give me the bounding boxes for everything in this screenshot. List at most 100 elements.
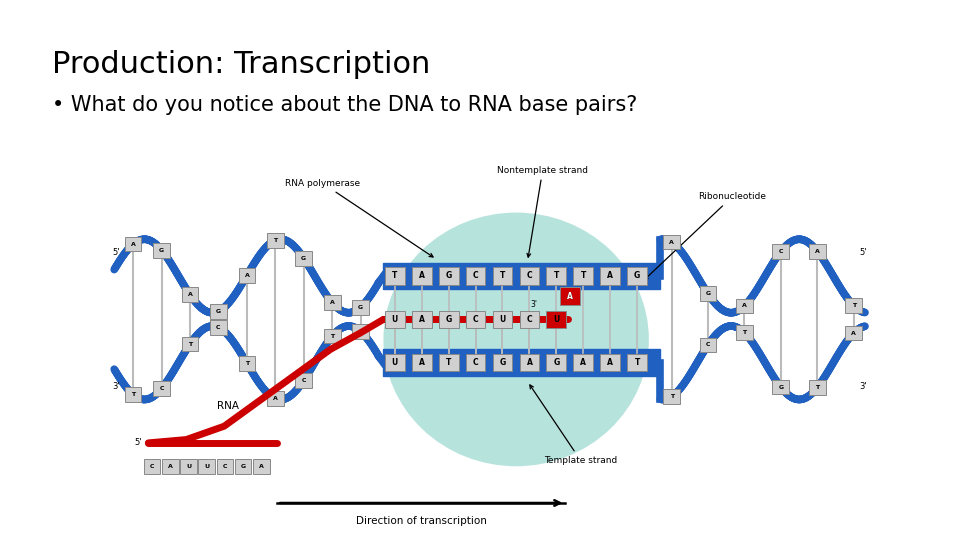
- Text: U: U: [553, 315, 560, 324]
- Bar: [700, 338, 716, 352]
- Bar: [663, 235, 680, 249]
- Bar: [546, 354, 566, 372]
- Bar: [573, 267, 593, 285]
- Bar: [846, 326, 862, 340]
- Text: Production: Transcription: Production: Transcription: [52, 50, 430, 79]
- Text: 5': 5': [860, 248, 867, 257]
- Bar: [846, 299, 862, 313]
- Bar: [180, 459, 197, 474]
- Text: Template strand: Template strand: [530, 385, 617, 465]
- Text: T: T: [188, 342, 192, 347]
- Bar: [154, 243, 170, 258]
- Text: G: G: [445, 315, 452, 324]
- Text: T: T: [500, 272, 505, 280]
- Bar: [439, 310, 459, 328]
- Text: T: T: [581, 272, 586, 280]
- Bar: [296, 373, 312, 388]
- Text: A: A: [526, 358, 533, 367]
- Bar: [239, 356, 255, 371]
- Text: A: A: [330, 300, 335, 305]
- Bar: [181, 337, 199, 352]
- Text: A: A: [168, 464, 173, 469]
- Bar: [809, 380, 826, 395]
- Text: 3': 3': [859, 382, 867, 390]
- Bar: [154, 381, 170, 396]
- Bar: [439, 267, 459, 285]
- Text: G: G: [499, 358, 506, 367]
- Text: T: T: [635, 358, 639, 367]
- Text: A: A: [187, 292, 192, 297]
- Text: A: A: [815, 249, 820, 254]
- Bar: [466, 267, 486, 285]
- Bar: [600, 267, 620, 285]
- Bar: [383, 349, 660, 376]
- Text: A: A: [245, 273, 250, 278]
- Bar: [439, 354, 459, 372]
- Bar: [573, 354, 593, 372]
- Text: A: A: [852, 330, 856, 335]
- Bar: [600, 354, 620, 372]
- Text: A: A: [419, 358, 424, 367]
- Text: 3': 3': [530, 300, 537, 309]
- Text: U: U: [204, 464, 209, 469]
- Text: 3': 3': [112, 382, 120, 390]
- Text: C: C: [216, 325, 221, 330]
- Text: G: G: [634, 272, 640, 280]
- Text: G: G: [358, 305, 363, 310]
- Text: RNA polymerase: RNA polymerase: [285, 179, 433, 257]
- Bar: [627, 354, 647, 372]
- Text: G: G: [445, 272, 452, 280]
- Text: A: A: [259, 464, 264, 469]
- Bar: [217, 459, 233, 474]
- Bar: [324, 329, 341, 343]
- Bar: [296, 251, 312, 266]
- Bar: [700, 286, 716, 301]
- Text: A: A: [419, 272, 424, 280]
- Text: U: U: [392, 315, 398, 324]
- Bar: [267, 391, 284, 406]
- Text: T: T: [815, 385, 819, 390]
- Text: G: G: [779, 384, 783, 389]
- Bar: [210, 320, 227, 335]
- Bar: [352, 300, 369, 315]
- Text: C: C: [472, 358, 478, 367]
- Text: C: C: [159, 386, 164, 391]
- Bar: [736, 326, 753, 340]
- Ellipse shape: [383, 213, 649, 466]
- Text: T: T: [274, 238, 277, 243]
- Text: A: A: [669, 240, 674, 245]
- Text: RNA: RNA: [217, 401, 239, 411]
- Text: T: T: [852, 303, 855, 308]
- Bar: [466, 354, 486, 372]
- Bar: [385, 267, 405, 285]
- Text: U: U: [186, 464, 191, 469]
- Bar: [385, 310, 405, 328]
- Bar: [560, 287, 580, 305]
- Bar: [519, 310, 540, 328]
- Text: T: T: [245, 361, 249, 366]
- Text: Direction of transcription: Direction of transcription: [356, 516, 487, 526]
- Bar: [383, 262, 660, 289]
- Text: G: G: [706, 291, 710, 296]
- Bar: [466, 310, 486, 328]
- Text: A: A: [608, 272, 613, 280]
- Text: U: U: [499, 315, 506, 324]
- Bar: [412, 354, 432, 372]
- Text: G: G: [553, 358, 560, 367]
- Text: A: A: [608, 358, 613, 367]
- Bar: [267, 233, 284, 248]
- Text: C: C: [779, 249, 783, 254]
- Text: T: T: [669, 394, 674, 399]
- Bar: [663, 389, 680, 404]
- Text: C: C: [706, 342, 710, 348]
- Text: C: C: [223, 464, 228, 469]
- Bar: [519, 354, 540, 372]
- Text: C: C: [301, 378, 306, 383]
- Text: G: G: [241, 464, 246, 469]
- Bar: [144, 459, 160, 474]
- Text: C: C: [472, 272, 478, 280]
- Text: G: G: [216, 309, 221, 314]
- Bar: [773, 244, 789, 259]
- Text: A: A: [566, 292, 573, 301]
- Bar: [352, 324, 369, 339]
